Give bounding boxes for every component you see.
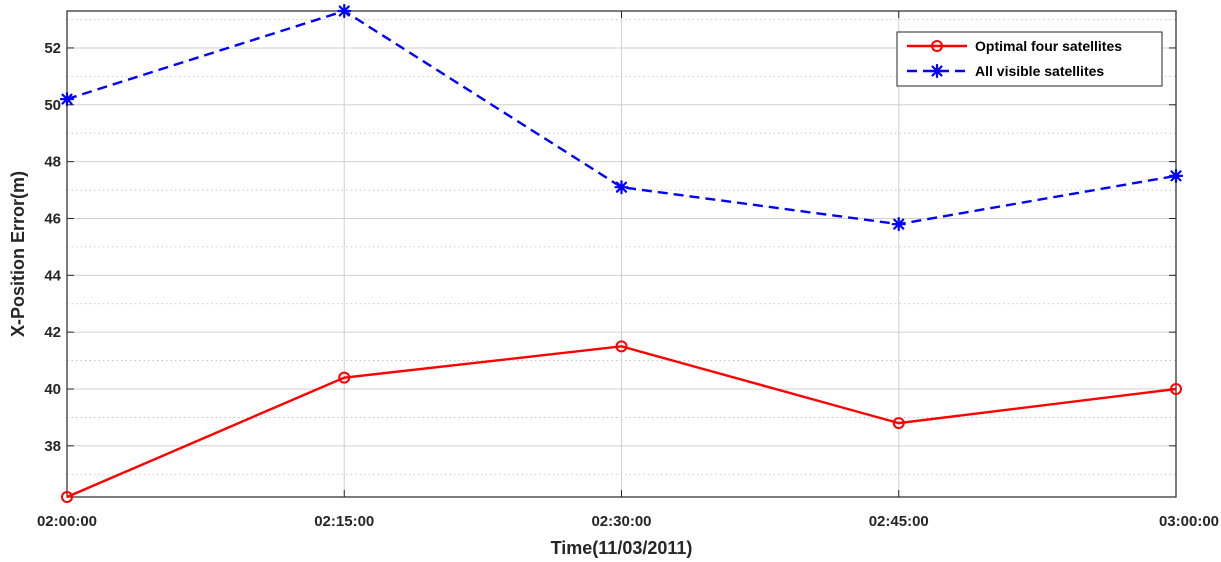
y-tick-label: 52: [44, 40, 61, 57]
data-point: [1168, 168, 1184, 183]
series-line: [66, 9, 1177, 226]
legend: Optimal four satellites All visible satel…: [896, 31, 1163, 87]
data-point: [337, 3, 352, 19]
series-1: [61, 340, 1182, 503]
data-point: [614, 180, 629, 195]
x-axis-label: Time(11/03/2011): [551, 538, 693, 558]
legend-entry: All visible satellites: [907, 63, 1104, 79]
y-tick-label: 48: [44, 154, 61, 171]
series-line: [66, 345, 1177, 499]
data-point: [1170, 383, 1182, 395]
y-tick-label: 44: [44, 267, 61, 284]
legend-box: [896, 31, 1163, 87]
data-point: [59, 92, 75, 107]
x-tick-label: 02:45:00: [869, 513, 929, 530]
legend-label: Optimal four satellites: [975, 38, 1122, 54]
axis-ticks: 38 40 42 44 46 48 50 52 02:00:00 02:15:00 02:30:00…: [37, 11, 1219, 530]
data-point: [615, 340, 628, 353]
circle-marker: [931, 40, 943, 52]
data-point: [892, 417, 905, 430]
series-2: [59, 3, 1184, 232]
data-point: [891, 217, 906, 232]
data-point: [61, 491, 73, 503]
y-tick-label: 46: [44, 210, 61, 227]
y-tick-label: 50: [44, 97, 61, 114]
y-axis-label: X-Position Error(m): [8, 171, 28, 337]
x-tick-label: 02:15:00: [314, 513, 374, 530]
y-tick-label: 40: [44, 381, 61, 398]
asterisk-marker: [929, 63, 945, 79]
x-tick-label: 02:30:00: [591, 513, 651, 530]
legend-entry: Optimal four satellites: [907, 38, 1122, 54]
x-tick-label: 03:00:00: [1159, 513, 1219, 530]
data-point: [338, 371, 351, 384]
x-tick-label: 02:00:00: [37, 513, 97, 530]
y-tick-label: 38: [44, 438, 61, 455]
series-layer: [59, 3, 1184, 503]
y-tick-label: 42: [44, 324, 61, 341]
legend-label: All visible satellites: [975, 63, 1104, 79]
